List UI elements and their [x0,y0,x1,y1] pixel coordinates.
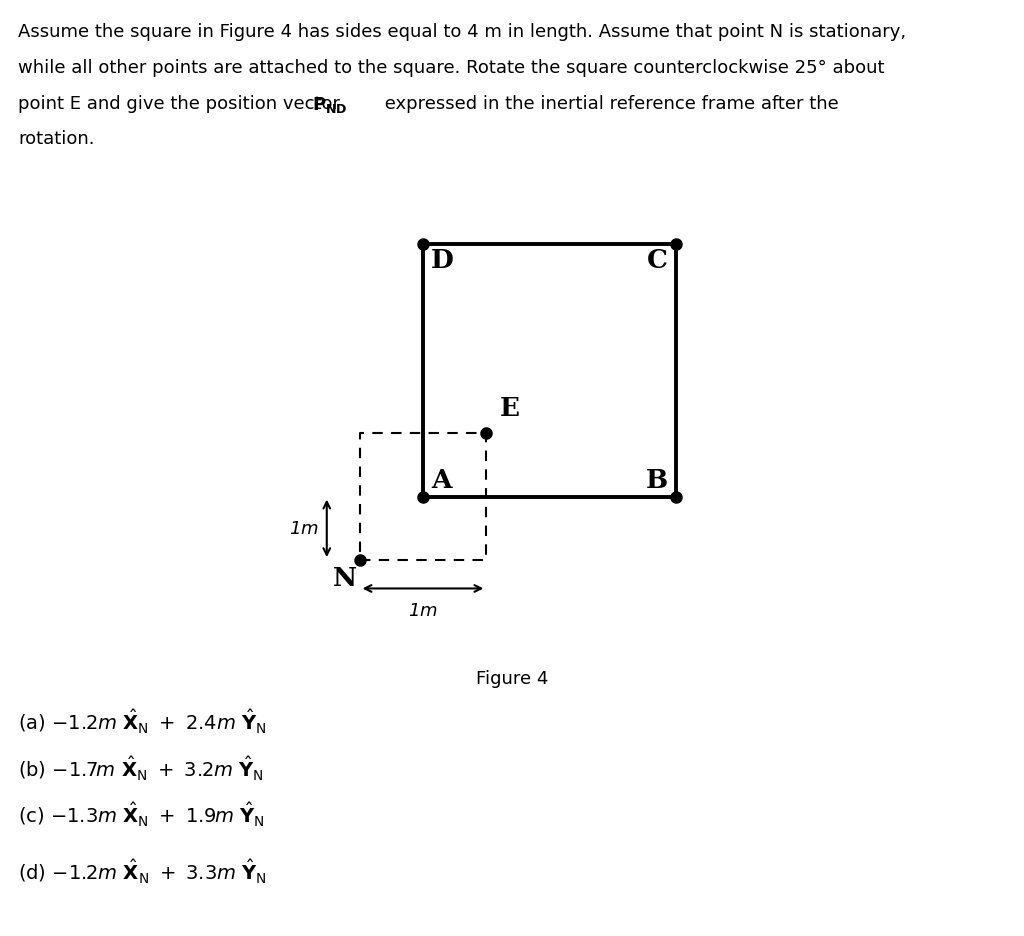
Text: Figure 4: Figure 4 [476,669,548,687]
Text: expressed in the inertial reference frame after the: expressed in the inertial reference fram… [379,95,839,112]
Text: 1$m$: 1$m$ [409,602,438,620]
Text: while all other points are attached to the square. Rotate the square countercloc: while all other points are attached to t… [18,59,885,77]
Text: (a) $-1.2m\ \hat{\mathbf{X}}_\mathrm{N}\ +\ 2.4m\ \hat{\mathbf{Y}}_\mathrm{N}$: (a) $-1.2m\ \hat{\mathbf{X}}_\mathrm{N}\… [18,707,267,735]
Text: $\mathbf{P}_\mathbf{ND}$: $\mathbf{P}_\mathbf{ND}$ [312,95,348,114]
Text: A: A [431,467,452,492]
Text: (c) $-1.3m\ \hat{\mathbf{X}}_\mathrm{N}\ +\ 1.9m\ \hat{\mathbf{Y}}_\mathrm{N}$: (c) $-1.3m\ \hat{\mathbf{X}}_\mathrm{N}\… [18,800,265,828]
Text: (b) $-1.7m\ \hat{\mathbf{X}}_\mathrm{N}\ +\ 3.2m\ \hat{\mathbf{Y}}_\mathrm{N}$: (b) $-1.7m\ \hat{\mathbf{X}}_\mathrm{N}\… [18,753,264,782]
Text: C: C [647,247,668,272]
Text: N: N [333,565,356,591]
Text: B: B [645,467,668,492]
Text: rotation.: rotation. [18,130,95,148]
Text: E: E [500,395,520,420]
Text: 1$m$: 1$m$ [290,519,319,538]
Text: Assume the square in Figure 4 has sides equal to 4 m in length. Assume that poin: Assume the square in Figure 4 has sides … [18,23,906,41]
Text: D: D [431,247,454,272]
Text: point E and give the position vector: point E and give the position vector [18,95,346,112]
Text: (d) $-1.2m\ \hat{\mathbf{X}}_\mathrm{N}\ +\ 3.3m\ \hat{\mathbf{Y}}_\mathrm{N}$: (d) $-1.2m\ \hat{\mathbf{X}}_\mathrm{N}\… [18,856,267,885]
